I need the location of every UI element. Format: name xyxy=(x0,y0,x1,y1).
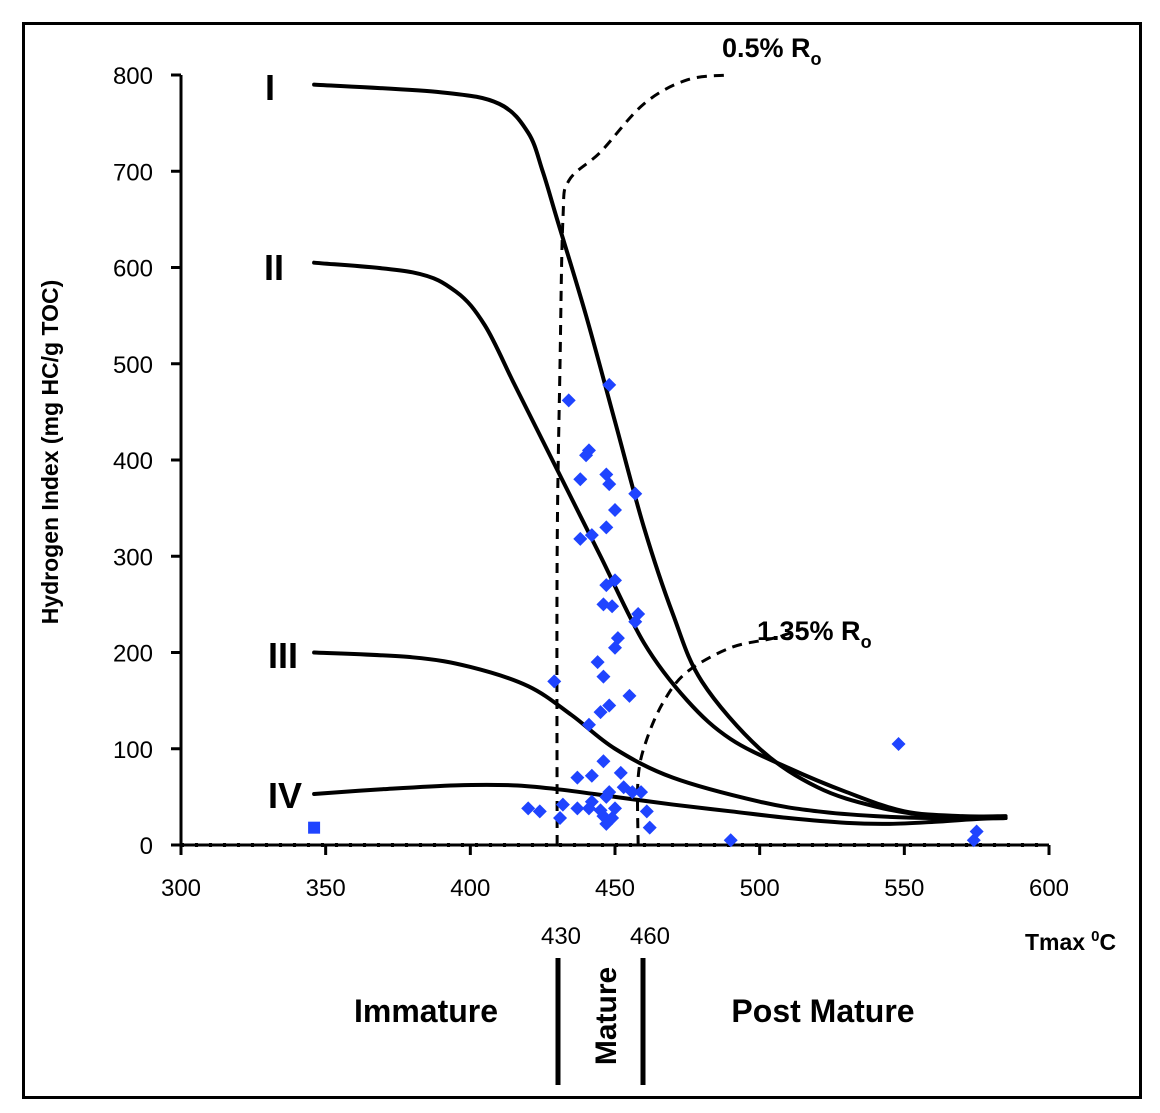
data-point-diamond xyxy=(622,688,637,703)
y-axis-title: Hydrogen Index (mg HC/g TOC) xyxy=(37,280,63,625)
kerogen-label-iv: IV xyxy=(268,775,302,816)
data-point-diamond xyxy=(596,669,611,684)
ro-dashed-line-1 xyxy=(636,627,804,846)
x-axis-title-superscript: 0 xyxy=(1091,928,1099,945)
data-point-diamond xyxy=(969,824,984,839)
ro-label-05: 0.5% Ro xyxy=(722,33,822,69)
data-point-diamond xyxy=(573,472,588,487)
data-point-diamond xyxy=(553,811,568,826)
ro-label-05-subscript: o xyxy=(811,49,822,69)
data-point-diamond xyxy=(599,520,614,535)
x-tick-label: 400 xyxy=(450,875,490,902)
y-tick-label: 100 xyxy=(113,737,153,764)
y-tick-label: 600 xyxy=(113,256,153,283)
y-tick-label: 700 xyxy=(113,159,153,186)
kerogen-curve-i xyxy=(312,82,1008,821)
data-point-diamond xyxy=(599,816,614,831)
x-axis-title: Tmax 0C xyxy=(1025,928,1116,955)
kerogen-label-i: I xyxy=(265,67,275,108)
x-tick-label: 450 xyxy=(595,875,635,902)
data-point-diamond xyxy=(579,448,594,463)
x-tick-label: 550 xyxy=(884,875,924,902)
x-tick-label: 600 xyxy=(1029,875,1069,902)
kerogen-curve-iii xyxy=(312,650,1008,821)
zone-label-immature: Immature xyxy=(354,993,498,1029)
data-point-diamond xyxy=(547,674,562,689)
data-point-diamond xyxy=(584,528,599,543)
labels-layer: Hydrogen Index (mg HC/g TOC) Tmax 0C 0.5%… xyxy=(37,33,1116,1085)
boundary-label-430: 430 xyxy=(541,923,581,950)
data-point-diamond xyxy=(532,804,547,819)
data-point-diamond xyxy=(602,698,617,713)
ro-dashed-line-0 xyxy=(555,73,731,846)
y-tick-label: 400 xyxy=(113,448,153,475)
data-point-diamond xyxy=(593,705,608,720)
curve-layer xyxy=(312,73,1008,846)
zone-label-post-mature: Post Mature xyxy=(731,993,914,1029)
ro-label-135-text: 1.35% R xyxy=(757,616,861,646)
data-point-diamond xyxy=(642,820,657,835)
data-point-diamond xyxy=(628,614,643,629)
kerogen-label-iii: III xyxy=(268,635,298,676)
chart-frame xyxy=(22,22,1142,1099)
ro-label-05-text: 0.5% R xyxy=(722,33,811,63)
data-point-diamond xyxy=(608,573,622,588)
data-point-diamond xyxy=(613,765,628,780)
ro-label-135: 1.35% Ro xyxy=(757,616,872,652)
data-point-diamond xyxy=(581,801,596,816)
x-axis-title-suffix: C xyxy=(1099,929,1116,955)
data-point-diamond xyxy=(584,768,599,783)
y-tick-label: 800 xyxy=(113,63,153,90)
data-point-diamond xyxy=(570,770,585,785)
zone-label-mature: Mature xyxy=(590,967,623,1065)
data-point-diamond xyxy=(596,754,611,769)
x-axis-title-main: Tmax xyxy=(1025,929,1085,955)
data-point-diamond xyxy=(602,377,617,392)
kerogen-curve-iv xyxy=(312,782,1008,826)
axes-layer xyxy=(171,73,1051,855)
data-point-diamond xyxy=(561,393,576,408)
y-tick-label: 300 xyxy=(113,544,153,571)
data-point-diamond xyxy=(723,833,738,848)
data-point-diamond xyxy=(570,801,585,816)
x-tick-label: 500 xyxy=(740,875,780,902)
data-point-diamond xyxy=(581,717,596,732)
kerogen-curve-ii xyxy=(312,260,1008,819)
data-point-diamond xyxy=(590,655,605,670)
data-point-diamond xyxy=(608,640,622,655)
data-point-diamond xyxy=(625,785,640,800)
x-tick-label: 300 xyxy=(161,875,201,902)
points-layer xyxy=(308,377,984,848)
data-point-diamond xyxy=(573,531,588,546)
data-point-diamond xyxy=(628,486,643,501)
x-tick-label: 350 xyxy=(306,875,346,902)
data-point-diamond xyxy=(602,477,617,492)
data-point-diamond xyxy=(521,801,536,816)
y-tick-label: 500 xyxy=(113,352,153,379)
y-tick-label: 0 xyxy=(140,833,153,860)
data-point-diamond xyxy=(634,785,649,800)
data-point-square xyxy=(308,821,321,834)
data-point-diamond xyxy=(599,789,614,804)
data-point-diamond xyxy=(555,797,570,812)
data-point-diamond xyxy=(596,597,611,612)
data-point-diamond xyxy=(891,736,906,751)
kerogen-label-ii: II xyxy=(264,247,284,288)
y-tick-label: 200 xyxy=(113,641,153,668)
boundary-label-460: 460 xyxy=(630,923,670,950)
data-point-diamond xyxy=(608,503,622,518)
data-point-diamond xyxy=(639,804,654,819)
data-point-diamond xyxy=(593,803,608,818)
ro-label-135-subscript: o xyxy=(861,632,872,652)
